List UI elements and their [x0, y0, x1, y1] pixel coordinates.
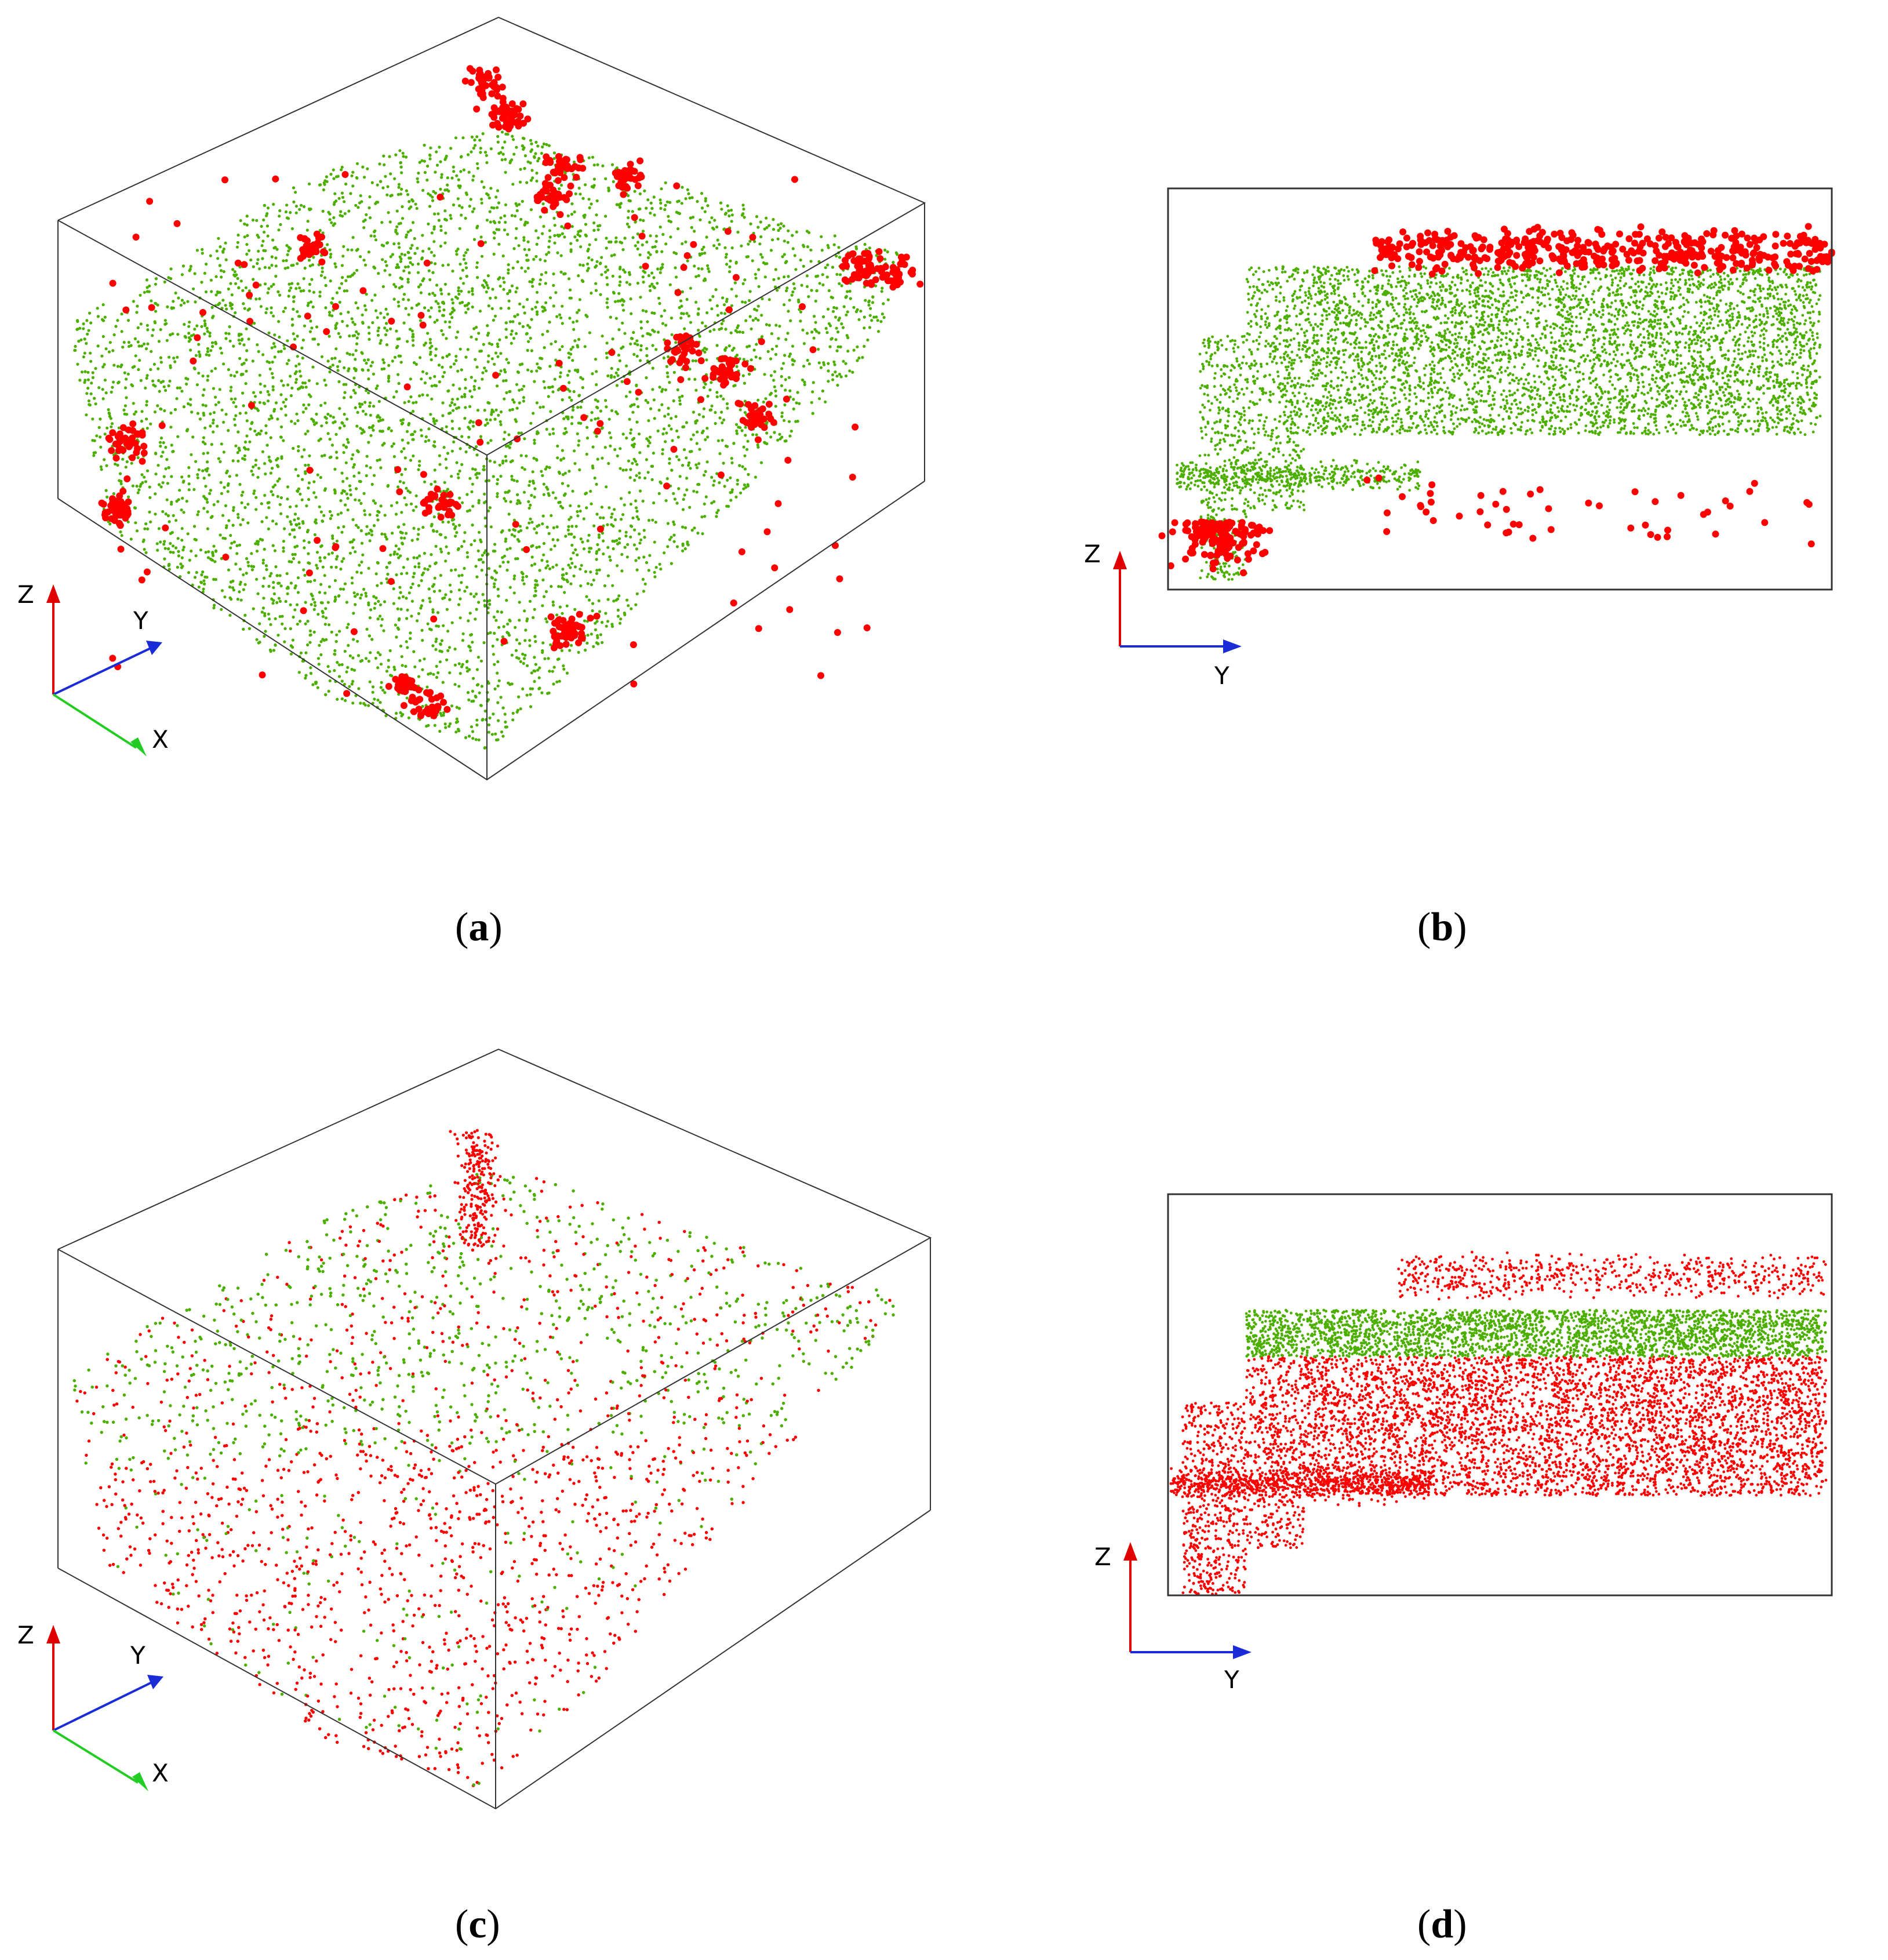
caption-a: (a) — [455, 904, 503, 951]
point-cloud-a — [73, 65, 924, 750]
axis-triad-b: Z Y — [1084, 540, 1242, 690]
x-axis-arrow-icon — [130, 737, 147, 757]
caption-letter: a — [468, 905, 489, 950]
x-axis-label: X — [152, 725, 169, 754]
y-axis-label: Y — [1214, 661, 1229, 690]
y-axis-arrow-icon — [147, 1675, 163, 1689]
z-axis-label: Z — [17, 580, 34, 609]
y-axis-arrow-icon — [1223, 639, 1242, 653]
point-cloud-c — [72, 1129, 895, 1787]
y-axis-arrow-icon — [1233, 1645, 1252, 1659]
y-axis-line — [53, 647, 151, 696]
x-axis-label: X — [152, 1759, 169, 1787]
y-axis-label: Y — [133, 606, 148, 635]
z-axis-arrow-icon — [1123, 1542, 1137, 1561]
z-axis-arrow-icon — [46, 584, 60, 603]
caption-close: ) — [489, 905, 502, 950]
panel-b-graphic: Z Y — [1084, 187, 1835, 690]
x-axis-line — [52, 1729, 139, 1784]
panel-d-graphic: Z Y — [1094, 1193, 1833, 1694]
z-axis-arrow-icon — [1113, 551, 1127, 569]
bounding-box-a — [57, 16, 926, 781]
caption-letter: d — [1431, 1902, 1453, 1947]
axis-triad-d: Z Y — [1094, 1542, 1252, 1694]
caption-close: ) — [486, 1902, 500, 1947]
axis-triad-c: Z Y X — [17, 1621, 169, 1791]
caption-d: (d) — [1417, 1901, 1467, 1948]
point-cloud-b — [1158, 223, 1835, 581]
bounding-box-c — [57, 1048, 932, 1810]
caption-open: ( — [455, 905, 468, 950]
caption-letter: b — [1431, 905, 1453, 950]
x-axis-line — [52, 693, 137, 749]
z-axis-label: Z — [17, 1621, 34, 1649]
y-axis-line — [53, 1681, 152, 1732]
caption-letter: c — [468, 1902, 486, 1947]
caption-close: ) — [1453, 1902, 1467, 1947]
axis-triad-a: Z Y X — [17, 580, 169, 757]
z-axis-arrow-icon — [46, 1625, 60, 1643]
caption-b: (b) — [1417, 904, 1467, 951]
caption-open: ( — [1417, 1902, 1431, 1947]
caption-close: ) — [1453, 905, 1467, 950]
panel-b: Z Y — [1072, 174, 1884, 696]
view-frame-b — [1167, 187, 1833, 591]
caption-c: (c) — [455, 1901, 500, 1948]
panel-a-graphic: Z Y X — [17, 16, 926, 781]
y-axis-label: Y — [130, 1641, 145, 1670]
caption-open: ( — [455, 1902, 468, 1947]
y-axis-arrow-icon — [146, 641, 162, 655]
z-axis-label: Z — [1084, 540, 1101, 568]
x-axis-arrow-icon — [132, 1772, 148, 1791]
panel-a: Z Y X — [0, 0, 951, 812]
view-frame-d — [1167, 1193, 1833, 1597]
point-cloud-d — [1169, 1250, 1828, 1596]
caption-open: ( — [1417, 905, 1431, 950]
panel-c: Z Y X — [0, 1026, 951, 1838]
z-axis-label: Z — [1094, 1543, 1111, 1571]
panel-d: Z Y — [1072, 1183, 1884, 1704]
panel-c-graphic: Z Y X — [17, 1048, 932, 1810]
y-axis-label: Y — [1224, 1666, 1239, 1694]
